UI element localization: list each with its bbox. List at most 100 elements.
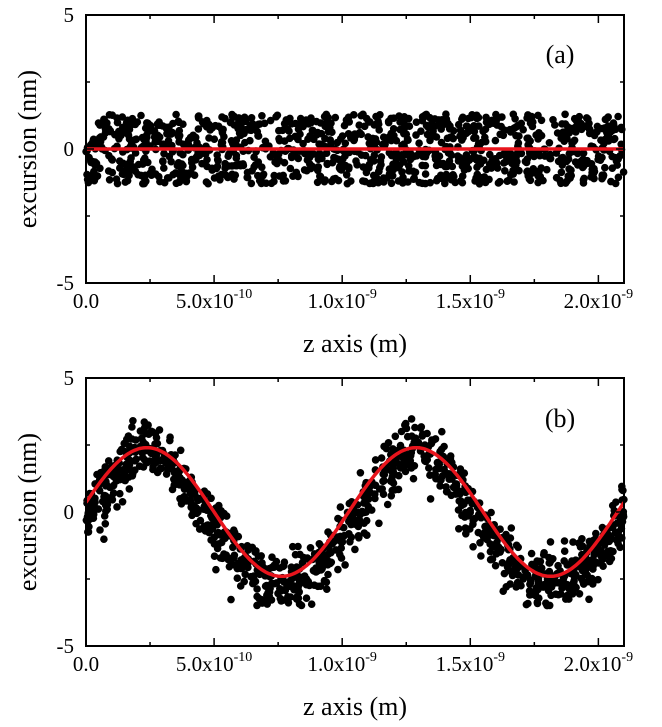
data-point xyxy=(511,115,519,123)
data-point xyxy=(588,556,596,564)
data-point xyxy=(83,175,92,184)
data-point xyxy=(567,166,575,174)
y-tick-labels-b: -5 0 5 xyxy=(57,366,75,658)
data-point xyxy=(315,556,324,564)
data-point xyxy=(270,171,279,180)
data-point xyxy=(561,110,569,119)
data-point xyxy=(381,467,389,475)
data-point xyxy=(266,116,275,125)
data-point xyxy=(333,138,342,147)
data-point xyxy=(321,134,329,143)
data-point xyxy=(284,599,293,607)
data-point xyxy=(567,171,575,180)
data-point xyxy=(320,576,329,585)
data-point xyxy=(179,150,187,159)
data-point xyxy=(562,595,570,603)
data-point xyxy=(389,479,398,488)
data-point xyxy=(156,464,165,473)
data-point xyxy=(588,574,596,583)
data-point xyxy=(243,173,251,182)
data-point xyxy=(365,164,373,172)
data-point xyxy=(116,489,124,498)
data-point xyxy=(367,179,376,187)
panel-label-b: (b) xyxy=(545,404,575,433)
data-point xyxy=(446,452,455,460)
data-point xyxy=(207,525,216,533)
data-point xyxy=(579,149,588,158)
data-point xyxy=(137,434,146,443)
data-point xyxy=(224,173,232,182)
data-point xyxy=(462,530,470,538)
data-point xyxy=(134,160,143,169)
data-point xyxy=(235,129,244,138)
data-point xyxy=(373,120,381,129)
data-point xyxy=(375,485,384,493)
data-point xyxy=(175,131,184,140)
data-point xyxy=(198,159,206,168)
data-point xyxy=(580,174,588,183)
data-point xyxy=(207,536,215,544)
x-axis-label-b: z axis (m) xyxy=(303,692,407,721)
data-point xyxy=(573,123,582,131)
y-tick-label: 0 xyxy=(64,137,75,161)
y-tick-label: -5 xyxy=(57,271,75,295)
data-point xyxy=(333,535,342,543)
data-point xyxy=(294,542,302,551)
data-point xyxy=(375,519,383,528)
data-point xyxy=(438,427,446,436)
data-point xyxy=(383,500,392,509)
data-point xyxy=(421,455,429,464)
data-point xyxy=(288,542,297,551)
data-point xyxy=(553,129,562,137)
data-point xyxy=(310,567,318,575)
data-point xyxy=(213,521,221,529)
data-point xyxy=(588,165,596,173)
data-point xyxy=(474,122,483,130)
data-point xyxy=(426,178,435,187)
data-point xyxy=(380,442,388,451)
data-point xyxy=(593,122,602,131)
y-tick-label: 5 xyxy=(64,366,75,390)
data-point xyxy=(455,525,463,533)
data-point xyxy=(107,155,116,163)
data-point xyxy=(323,585,331,593)
data-point xyxy=(120,465,128,474)
data-point xyxy=(432,133,441,141)
data-point xyxy=(229,543,237,552)
x-tick-label: 1.5x10-9 xyxy=(436,287,505,313)
data-point xyxy=(545,559,553,567)
data-point xyxy=(175,138,183,146)
data-point xyxy=(377,454,386,462)
data-point xyxy=(198,118,207,126)
data-point xyxy=(554,579,563,587)
data-point xyxy=(424,123,433,132)
data-point xyxy=(433,176,441,184)
data-point xyxy=(498,559,507,567)
data-point xyxy=(214,122,223,131)
data-point xyxy=(415,139,423,147)
data-point xyxy=(241,570,249,579)
y-tick-label: -5 xyxy=(57,634,75,658)
data-point xyxy=(285,127,293,135)
data-point xyxy=(492,550,501,558)
data-point xyxy=(101,463,110,471)
data-point xyxy=(237,119,246,128)
data-point xyxy=(96,526,104,534)
data-point xyxy=(400,129,408,138)
data-point xyxy=(360,508,369,517)
data-point xyxy=(379,477,387,486)
data-point xyxy=(304,135,312,143)
data-point xyxy=(152,433,161,442)
data-point xyxy=(260,119,269,128)
data-point xyxy=(398,168,406,176)
data-point xyxy=(262,581,271,590)
data-point xyxy=(531,589,540,598)
data-point xyxy=(611,529,620,537)
data-point xyxy=(506,580,514,588)
data-point xyxy=(567,124,576,133)
x-tick-label: 5.0x10-10 xyxy=(176,287,252,313)
data-point xyxy=(103,119,111,127)
data-point xyxy=(195,151,204,160)
data-point xyxy=(135,462,144,471)
x-tick-labels-a: 0.0 5.0x10-10 1.0x10-9 1.5x10-9 2.0x10-9 xyxy=(73,287,633,313)
